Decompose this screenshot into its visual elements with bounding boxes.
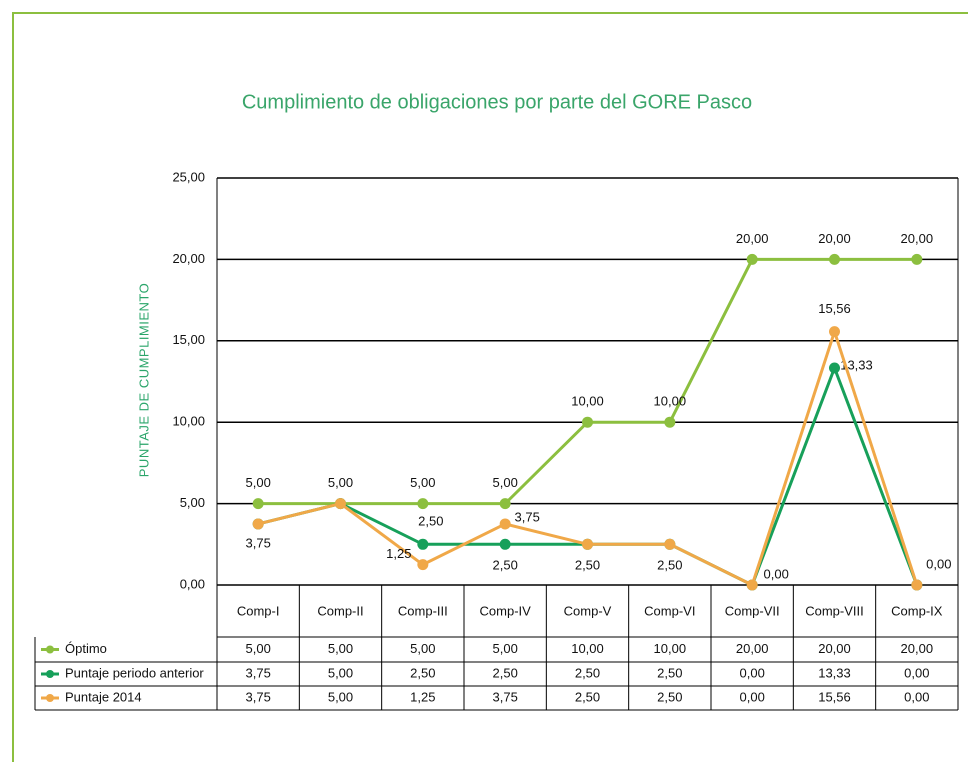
series-point (252, 518, 264, 530)
table-cell: 10,00 (654, 641, 687, 656)
table-cell: 5,00 (328, 641, 353, 656)
table-cell: 20,00 (736, 641, 769, 656)
data-label: 5,00 (410, 475, 435, 490)
table-cell: 5,00 (493, 641, 518, 656)
series-point (417, 559, 429, 571)
series-point (417, 498, 429, 510)
series-point (499, 498, 511, 510)
table-cell: 2,50 (657, 665, 682, 680)
legend-marker (46, 670, 54, 678)
table-cell: 2,50 (657, 689, 682, 704)
table-cell: 2,50 (575, 689, 600, 704)
chart-title: Cumplimiento de obligaciones por parte d… (242, 91, 752, 113)
data-label: 0,00 (926, 556, 951, 571)
table-cell: 10,00 (571, 641, 604, 656)
data-label: 2,50 (493, 558, 518, 573)
legend-label: Puntaje 2014 (65, 689, 142, 704)
series-point (582, 538, 593, 550)
table-cell: 2,50 (493, 665, 518, 680)
x-tick-label: Comp-IV (480, 603, 532, 618)
table-cell: 13,33 (818, 665, 851, 680)
y-tick-label: 10,00 (172, 414, 205, 429)
table-cell: 20,00 (901, 641, 934, 656)
table-cell: 0,00 (904, 665, 929, 680)
data-label: 20,00 (818, 231, 851, 246)
y-tick-label: 5,00 (180, 495, 205, 510)
data-label: 5,00 (493, 475, 518, 490)
data-label: 2,50 (418, 514, 443, 529)
legend-label: Puntaje periodo anterior (65, 665, 204, 680)
data-label: 10,00 (571, 394, 604, 409)
series-point (829, 253, 840, 265)
data-label: 20,00 (901, 231, 934, 246)
table-cell: 5,00 (246, 641, 271, 656)
data-label: 10,00 (654, 394, 687, 409)
data-label: 1,25 (386, 546, 411, 561)
table-cell: 0,00 (740, 689, 765, 704)
legend-marker (46, 645, 54, 654)
table-cell: 3,75 (246, 689, 271, 704)
series-point (335, 498, 346, 510)
table-cell: 3,75 (493, 689, 518, 704)
x-tick-label: Comp-VI (644, 603, 695, 618)
table-cell: 2,50 (410, 665, 435, 680)
data-label: 3,75 (246, 535, 271, 550)
data-label: 15,56 (818, 301, 851, 316)
series-point (499, 518, 511, 530)
data-label: 5,00 (246, 475, 271, 490)
x-tick-label: Comp-III (398, 603, 448, 618)
x-tick-label: Comp-VII (725, 603, 780, 618)
x-tick-label: Comp-VIII (805, 603, 864, 618)
series-point (911, 579, 923, 591)
series-point (829, 326, 840, 338)
data-label: 5,00 (328, 475, 353, 490)
table-cell: 5,00 (410, 641, 435, 656)
data-label: 0,00 (764, 566, 789, 581)
x-tick-label: Comp-V (564, 603, 612, 618)
data-label: 2,50 (575, 558, 600, 573)
series-point (746, 579, 758, 591)
series-point (911, 253, 923, 265)
x-tick-label: Comp-IX (891, 603, 943, 618)
y-tick-label: 15,00 (172, 332, 205, 347)
series-point (664, 538, 676, 550)
table-cell: 20,00 (818, 641, 851, 656)
series-point (664, 416, 676, 428)
series-point (499, 538, 511, 550)
legend-label: Óptimo (65, 641, 107, 656)
table-cell: 1,25 (410, 689, 435, 704)
series-point (746, 253, 758, 265)
series-point (252, 498, 264, 510)
table-cell: 15,56 (818, 689, 851, 704)
data-label: 3,75 (515, 509, 540, 524)
table-cell: 5,00 (328, 689, 353, 704)
series-point (582, 416, 593, 428)
legend-marker (46, 694, 54, 702)
table-cell: 3,75 (246, 665, 271, 680)
x-tick-label: Comp-II (317, 603, 363, 618)
table-cell: 0,00 (740, 665, 765, 680)
y-tick-label: 25,00 (172, 169, 205, 184)
table-cell: 5,00 (328, 665, 353, 680)
data-label: 20,00 (736, 231, 769, 246)
data-label: 2,50 (657, 558, 682, 573)
y-axis-title: PUNTAJE DE CUMPLIMIENTO (136, 283, 151, 477)
series-point (829, 362, 840, 374)
data-label: 13,33 (840, 357, 873, 372)
x-tick-label: Comp-I (237, 603, 280, 618)
series-point (417, 538, 429, 550)
y-tick-label: 0,00 (180, 576, 205, 591)
table-cell: 0,00 (904, 689, 929, 704)
table-cell: 2,50 (575, 665, 600, 680)
y-tick-label: 20,00 (172, 251, 205, 266)
